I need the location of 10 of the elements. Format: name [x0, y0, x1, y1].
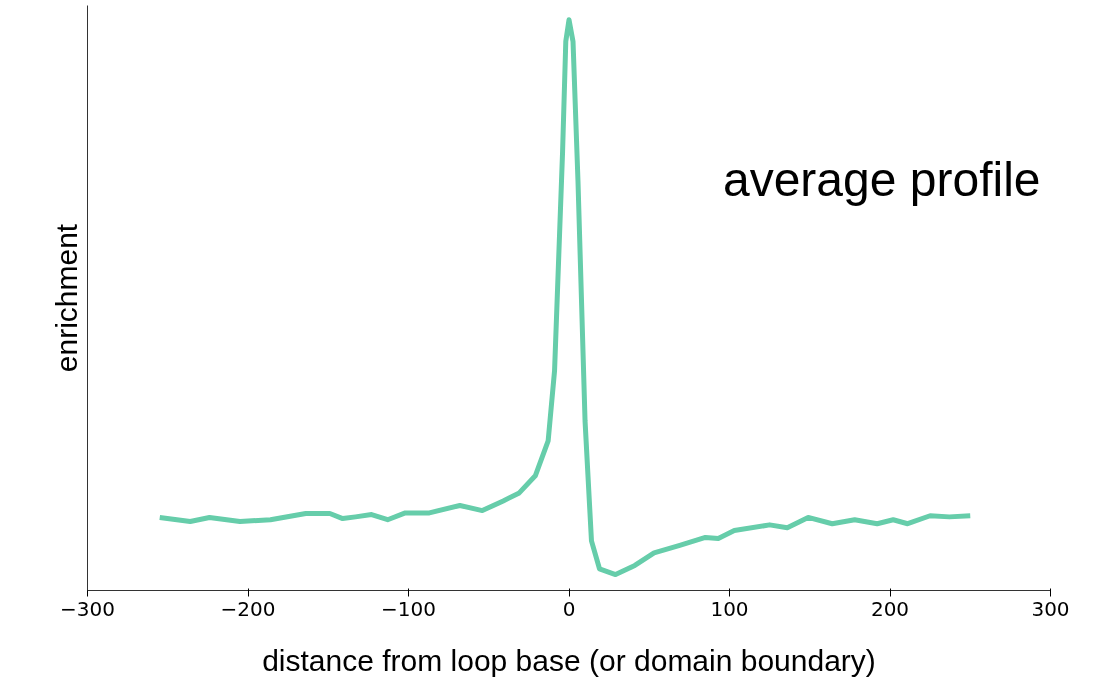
x-tick-label: 0	[562, 596, 576, 621]
x-axis-title: distance from loop base (or domain boundary)	[262, 643, 876, 677]
x-tick-label: 300	[1031, 596, 1070, 621]
x-tick-label: 200	[870, 596, 910, 621]
x-tick-label: 100	[710, 596, 749, 621]
annotation: average profile	[722, 152, 1041, 206]
x-tick-label: −100	[381, 596, 436, 621]
x-tick-label: −300	[60, 596, 115, 621]
y-axis-title: enrichment	[49, 223, 83, 373]
x-tick-label: −200	[220, 596, 276, 621]
